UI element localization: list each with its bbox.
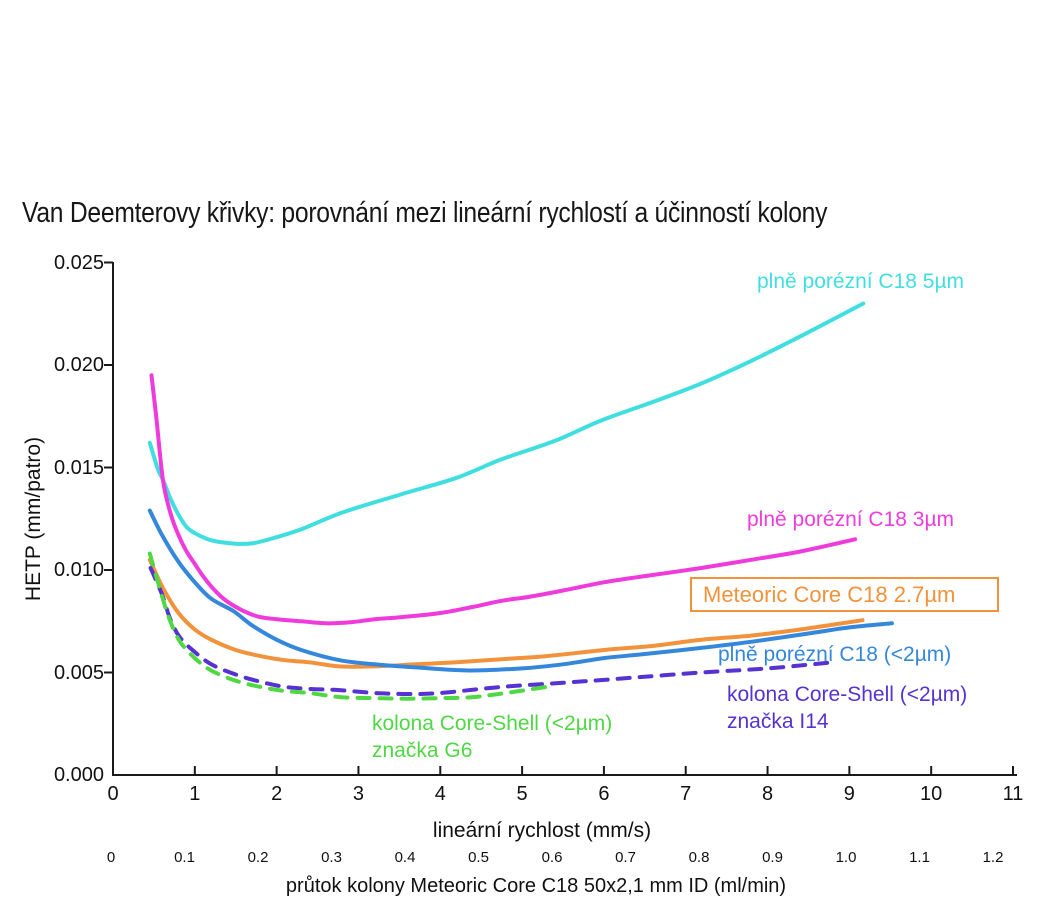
series-label-core-shell-g6: kolona Core-Shell (<2µm) značka G6 [372,710,612,764]
x-tick-label: 5 [516,783,528,805]
x-tick-label: 2 [271,783,283,805]
x-tick-label: 0 [107,783,119,805]
y-tick-label: 0.015 [53,456,104,479]
x2-tick-label: 0.7 [615,849,636,866]
series-label-core-shell-i14: kolona Core-Shell (<2µm) značka I14 [727,681,967,735]
series-label-meteoric-core-box: Meteoric Core C18 2.7µm [690,577,999,612]
series-line-meteoric_core [147,557,865,669]
y-tick-label: 0.000 [53,764,104,786]
x-tick-label: 11 [1002,783,1024,805]
series-label-core-shell-i14-line1: kolona Core-Shell (<2µm) [727,683,968,706]
y-tick-label: 0.020 [53,354,104,376]
x-tick-label: 3 [352,783,365,805]
x-axis-title: lineární rychlost (mm/s) [432,819,652,842]
series-line-core_shell_i14 [148,566,835,697]
x2-tick-label: 0.6 [541,849,563,866]
y-tick-label: 0.005 [53,661,104,684]
chart-title: Van Deemterovy křivky: porovnání mezi li… [22,197,828,229]
x2-axis-title: průtok kolony Meteoric Core C18 50x2,1 m… [285,875,787,897]
x2-tick-label: 0.9 [762,849,783,866]
x2-tick-label: 0.4 [394,849,416,866]
series-label-c18-5um: plně porézní C18 5µm [757,270,965,293]
x2-tick-label: 0.3 [321,849,342,866]
x2-tick-label: 0.1 [174,849,195,866]
y-tick-label: 0.025 [53,251,104,274]
series-label-c18-3um: plně porézní C18 3µm [747,508,955,531]
x2-tick-label: 0.2 [247,849,269,866]
x-tick-label: 8 [761,783,774,805]
series-line-c18_sub2um [147,508,894,673]
x2-tick-label: 1.2 [982,849,1004,866]
series-label-core-shell-g6-line2: značka G6 [372,739,473,762]
x2-tick-label: 1.0 [835,849,857,866]
x-tick-label: 10 [920,783,943,805]
series-line-c18_5um [147,301,866,546]
x2-tick-label: 0 [106,849,116,866]
series-label-core-shell-g6-line1: kolona Core-Shell (<2µm) [372,712,613,735]
series-label-meteoric-core: Meteoric Core C18 2.7µm [703,581,956,607]
x2-tick-label: 0.8 [688,849,710,866]
y-tick-label: 0.010 [53,559,104,581]
series-line-core_shell_g6 [147,551,549,701]
x2-tick-label: 0.5 [468,849,489,866]
x-tick-label: 9 [843,783,855,805]
series-line-c18_3um [149,373,858,626]
series-label-core-shell-i14-line2: značka I14 [727,710,829,733]
series-label-c18-sub2um: plně porézní C18 (<2µm) [718,643,952,666]
x-tick-label: 7 [680,783,692,805]
x-tick-label: 6 [598,783,610,805]
x2-tick-label: 1.1 [909,849,930,866]
x-tick-label: 4 [434,783,446,805]
x-tick-label: 1 [189,783,201,805]
